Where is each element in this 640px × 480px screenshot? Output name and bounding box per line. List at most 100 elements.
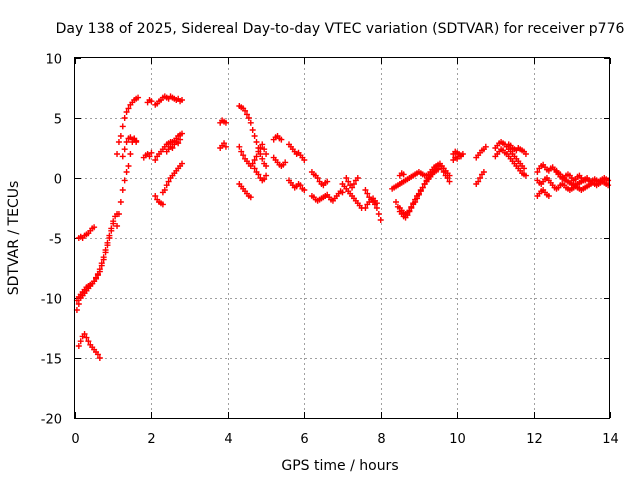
y-axis-label: SDTVAR / TECUs [6,181,22,296]
data-point [410,200,417,207]
data-point [238,148,245,155]
data-point [259,155,266,162]
data-point [221,140,228,147]
data-point [522,151,529,157]
data-point [584,175,591,181]
data-point [106,235,113,241]
data-point [278,136,285,143]
data-point [159,201,166,208]
data-point [179,130,185,137]
data-points [73,93,612,361]
data-point [350,181,357,187]
data-point [108,227,115,234]
data-point [135,94,142,101]
data-point [161,187,168,193]
data-point [253,139,260,145]
data-point [119,153,126,160]
data-point [121,146,128,153]
x-tick-label: 8 [377,432,385,447]
data-point [148,98,155,105]
data-point [249,160,256,167]
data-point [96,268,103,275]
data-point [480,169,487,175]
data-point [177,136,184,143]
data-point [301,157,308,163]
data-point [364,190,371,197]
data-point [222,119,229,126]
data-point [179,160,185,167]
data-point [362,205,369,211]
data-point [163,182,170,189]
data-point [85,338,92,345]
data-point [243,111,250,118]
data-point [324,178,331,185]
data-point [123,169,130,175]
data-point [247,119,254,126]
chart-title: Day 138 of 2025, Sidereal Day-to-day VTE… [56,21,625,37]
data-point [127,151,134,157]
data-point [406,207,413,214]
data-point [242,107,249,114]
data-point [257,145,264,151]
data-point [301,187,308,193]
data-point [117,133,124,139]
data-point [240,152,247,159]
data-point [261,146,268,153]
y-tick-label: -5 [49,233,62,248]
data-point [263,163,270,169]
data-point [169,145,176,151]
data-point [81,331,88,337]
data-point [457,152,464,159]
data-point [104,242,111,249]
data-point [114,223,121,229]
data-point [123,139,130,145]
data-point [119,187,126,193]
data-point [377,217,384,223]
x-axis-label: GPS time / hours [281,458,398,474]
data-point [123,109,130,115]
data-point [339,189,346,196]
y-tick-label: 10 [45,53,62,68]
y-tick-label: 5 [54,113,62,128]
data-point [415,190,422,197]
data-point [605,182,612,189]
data-point [522,172,529,179]
data-point [255,171,262,178]
y-tick-label: 0 [54,173,62,188]
data-point [148,149,155,156]
data-point [482,143,489,150]
data-point [75,343,82,349]
x-tick-label: 12 [526,432,543,447]
data-point [125,163,132,169]
data-point [354,175,361,181]
grid-lines [75,58,610,418]
data-point [362,187,369,193]
data-point [345,178,352,185]
data-point [91,224,98,231]
data-point [249,127,256,133]
data-point [375,211,382,217]
data-point [125,105,132,112]
data-point [110,220,117,227]
data-point [477,175,484,181]
data-point [444,175,451,181]
data-point [114,151,121,157]
data-point [475,178,482,185]
data-point [282,159,289,166]
data-point [400,171,407,178]
data-point [98,262,105,269]
data-point [133,137,140,144]
data-point [435,166,442,173]
data-point [94,351,101,358]
data-point [121,115,128,121]
data-point [94,272,101,279]
data-point [373,200,380,207]
data-point [440,169,447,175]
data-point [222,143,229,150]
data-point [115,211,122,217]
data-point [165,178,172,185]
data-point [314,175,321,181]
data-point [534,169,541,175]
data-point [245,115,252,121]
